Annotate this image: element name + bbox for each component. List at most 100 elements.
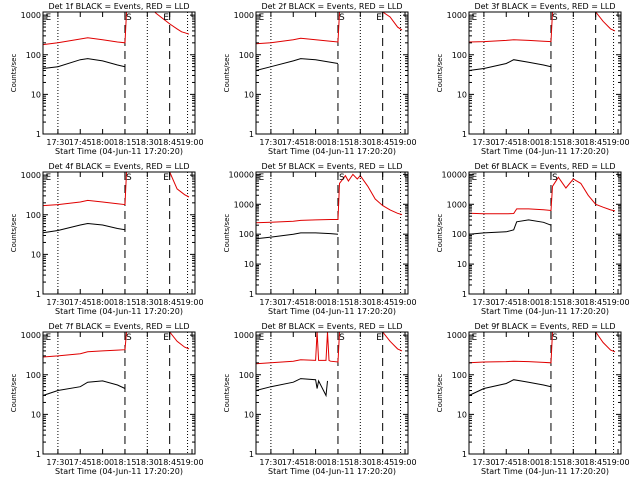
- x-tick-label: 18:00: [517, 298, 540, 307]
- events-series-line: [255, 58, 339, 71]
- annotation-label: S: [126, 333, 132, 343]
- x-tick-label: 18:15: [326, 458, 349, 467]
- y-tick-label: 1000: [21, 11, 41, 20]
- x-tick-label: 18:00: [517, 138, 540, 147]
- x-tick-label: 17:30: [46, 138, 69, 147]
- y-tick-label: 1000: [447, 200, 467, 209]
- plot-frame: [255, 331, 409, 455]
- x-tick-label: 17:45: [282, 458, 305, 467]
- panel-6: Det 6f BLACK = Events, RED = LLD S E 1 10 100…: [436, 162, 630, 316]
- x-tick-label: 18:45: [158, 458, 181, 467]
- x-tick-label: 18:30: [349, 138, 372, 147]
- y-tick-label: 1000: [21, 331, 41, 340]
- y-tick-label: 1000: [234, 11, 254, 20]
- chart-title: Det 6f BLACK = Events, RED = LLD: [474, 162, 615, 171]
- x-tick-label: 18:15: [539, 458, 562, 467]
- lld-series-line: [468, 11, 616, 43]
- y-tick-label: 1000: [447, 11, 467, 20]
- x-tick-label: 18:30: [136, 458, 159, 467]
- annotation-label: E: [258, 333, 264, 343]
- y-tick-label: 100: [26, 371, 41, 380]
- x-tick-label: 17:45: [69, 138, 92, 147]
- x-tick-label: 18:30: [136, 298, 159, 307]
- x-tick-label: 19:00: [180, 458, 203, 467]
- chart-title: Det 4f BLACK = Events, RED = LLD: [48, 162, 189, 171]
- y-tick-label: 1: [462, 450, 467, 459]
- annotation-label: S: [339, 173, 345, 183]
- lld-series-line: [42, 171, 190, 207]
- y-tick-label: 10: [244, 410, 254, 419]
- y-tick-label: 10: [31, 90, 41, 99]
- x-tick-label: 17:45: [69, 458, 92, 467]
- lld-series-line: [468, 331, 616, 364]
- annotation-label: E: [471, 173, 477, 183]
- x-tick-label: 17:30: [472, 458, 495, 467]
- plot-frame: [42, 11, 196, 135]
- panel-8: Det 8f BLACK = Events, RED = LLD E S E 1 10 10…: [223, 322, 417, 476]
- x-tick-label: 18:15: [326, 138, 349, 147]
- panel-2: Det 2f BLACK = Events, RED = LLD E S E 1 10 10…: [223, 2, 417, 156]
- y-tick-label: 1: [249, 130, 254, 139]
- x-tick-label: 18:30: [562, 298, 585, 307]
- chart-title: Det 7f BLACK = Events, RED = LLD: [48, 322, 189, 331]
- x-tick-label: 18:45: [371, 298, 394, 307]
- annotation-label: S: [552, 13, 558, 23]
- x-tick-label: 18:00: [91, 458, 114, 467]
- y-tick-label: 1: [462, 130, 467, 139]
- chart-title: Det 3f BLACK = Events, RED = LLD: [474, 2, 615, 11]
- plot-frame: [42, 331, 196, 455]
- x-axis-label: Start Time (04-Jun-11 17:20:20): [268, 307, 396, 316]
- x-tick-label: 18:45: [158, 298, 181, 307]
- panel-9: Det 9f BLACK = Events, RED = LLD S E 1 10 100…: [436, 322, 630, 476]
- y-axis-label: Counts/sec: [223, 374, 231, 413]
- lld-series-line: [468, 176, 616, 215]
- y-tick-label: 100: [239, 371, 254, 380]
- x-tick-label: 17:45: [69, 298, 92, 307]
- x-tick-label: 17:45: [495, 298, 518, 307]
- x-tick-label: 19:00: [180, 298, 203, 307]
- lld-series-line: [255, 11, 403, 45]
- plot-frame: [468, 11, 622, 135]
- annotation-label: S: [126, 13, 132, 23]
- y-tick-label: 10: [244, 260, 254, 269]
- y-tick-label: 1000: [21, 171, 41, 180]
- plot-frame: [468, 171, 622, 295]
- x-axis-label: Start Time (04-Jun-11 17:20:20): [481, 307, 609, 316]
- events-series-line: [255, 378, 328, 398]
- x-tick-label: 18:30: [349, 298, 372, 307]
- x-tick-label: 18:30: [349, 458, 372, 467]
- y-tick-label: 10: [31, 410, 41, 419]
- chart-title: Det 9f BLACK = Events, RED = LLD: [474, 322, 615, 331]
- x-tick-label: 19:00: [393, 298, 416, 307]
- annotation-label: E: [45, 333, 51, 343]
- x-tick-label: 17:30: [472, 298, 495, 307]
- x-tick-label: 18:30: [562, 458, 585, 467]
- x-tick-label: 18:30: [562, 138, 585, 147]
- y-tick-label: 10: [457, 410, 467, 419]
- x-axis-label: Start Time (04-Jun-11 17:20:20): [481, 467, 609, 476]
- x-tick-label: 17:30: [259, 138, 282, 147]
- x-axis-label: Start Time (04-Jun-11 17:20:20): [55, 307, 183, 316]
- y-axis-label: Counts/sec: [436, 214, 444, 253]
- x-tick-label: 19:00: [180, 138, 203, 147]
- lld-series-line: [255, 173, 403, 224]
- x-tick-label: 17:30: [472, 138, 495, 147]
- x-axis-label: Start Time (04-Jun-11 17:20:20): [481, 147, 609, 156]
- events-series-line: [42, 222, 126, 234]
- y-tick-label: 100: [452, 230, 467, 239]
- y-tick-label: 1: [36, 450, 41, 459]
- x-tick-label: 17:30: [46, 458, 69, 467]
- x-tick-label: 19:00: [606, 138, 629, 147]
- x-tick-label: 18:15: [326, 298, 349, 307]
- x-tick-label: 18:00: [304, 458, 327, 467]
- y-axis-label: Counts/sec: [10, 214, 18, 253]
- plot-frame: [255, 11, 409, 135]
- x-tick-label: 18:15: [539, 298, 562, 307]
- events-series-line: [468, 379, 552, 396]
- x-tick-label: 19:00: [393, 138, 416, 147]
- x-tick-label: 18:45: [158, 138, 181, 147]
- x-axis-label: Start Time (04-Jun-11 17:20:20): [268, 147, 396, 156]
- annotation-label: E: [45, 173, 51, 183]
- x-tick-label: 18:45: [584, 298, 607, 307]
